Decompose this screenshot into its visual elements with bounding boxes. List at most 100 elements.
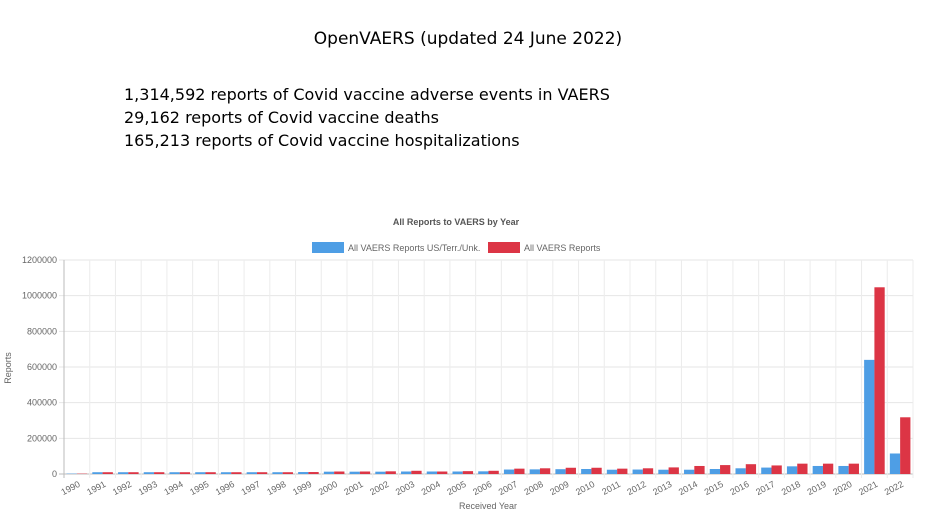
bar-all-reports-2014[interactable] [694, 465, 705, 474]
y-axis-ticks: 0 200000 400000 600000 800000 1000000 1200000 [22, 255, 57, 479]
x-axis-ticks: 1990 1991 1992 1993 1994 1995 1996 1997 1998 1999… [59, 479, 905, 497]
bar-all-reports-2010[interactable] [591, 467, 602, 474]
bar-all-reports-2011[interactable] [617, 468, 628, 474]
bar-us-terr-unk-2020[interactable] [838, 465, 849, 474]
y-tick-label: 400000 [27, 398, 57, 408]
bar-all-reports-2000[interactable] [334, 471, 345, 474]
x-tick-label: 2007 [497, 479, 519, 497]
bar-us-terr-unk-2017[interactable] [761, 467, 772, 474]
bar-all-reports-2013[interactable] [668, 467, 679, 474]
bar-us-terr-unk-2007[interactable] [503, 469, 515, 474]
legend-label-us-terr-unk[interactable]: All VAERS Reports US/Terr./Unk. [348, 243, 480, 253]
y-axis-label: Reports [3, 352, 13, 384]
vaers-bar-chart: All Reports to VAERS by Year All VAERS R… [3, 217, 914, 511]
bar-us-terr-unk-2005[interactable] [452, 471, 463, 474]
bar-all-reports-2015[interactable] [720, 465, 731, 474]
x-tick-label: 1991 [85, 479, 107, 497]
bar-us-terr-unk-2015[interactable] [709, 469, 721, 474]
bar-us-terr-unk-1999[interactable] [298, 472, 309, 474]
x-tick-label: 2003 [394, 479, 416, 497]
summary-text: 1,314,592 reports of Covid vaccine adver… [124, 83, 610, 152]
bar-us-terr-unk-2008[interactable] [529, 469, 540, 474]
bar-us-terr-unk-2009[interactable] [555, 469, 566, 474]
bar-us-terr-unk-2010[interactable] [581, 469, 592, 474]
bar-us-terr-unk-2002[interactable] [375, 471, 386, 474]
bar-us-terr-unk-1994[interactable] [169, 472, 180, 474]
bar-all-reports-2006[interactable] [488, 470, 499, 474]
x-tick-label: 2022 [883, 479, 905, 497]
x-tick-label: 2021 [857, 479, 879, 497]
bar-all-reports-2001[interactable] [359, 471, 371, 474]
bar-us-terr-unk-2018[interactable] [786, 466, 798, 474]
y-tick-label: 200000 [27, 433, 57, 443]
bar-all-reports-1993[interactable] [154, 472, 165, 474]
bar-all-reports-2016[interactable] [745, 464, 757, 474]
bar-all-reports-1995[interactable] [205, 472, 216, 474]
bar-us-terr-unk-2021[interactable] [864, 359, 875, 474]
bar-us-terr-unk-2013[interactable] [658, 469, 669, 474]
bar-all-reports-1996[interactable] [231, 472, 242, 474]
y-tick-label: 800000 [27, 326, 57, 336]
bar-all-reports-2017[interactable] [771, 465, 782, 474]
bar-all-reports-1992[interactable] [128, 472, 139, 474]
x-tick-label: 2000 [317, 479, 339, 497]
x-tick-label: 1999 [291, 479, 313, 497]
x-tick-label: 2014 [677, 479, 699, 497]
bar-all-reports-1997[interactable] [256, 472, 268, 474]
bar-us-terr-unk-1997[interactable] [246, 472, 257, 474]
legend-swatch-us-terr-unk[interactable] [312, 242, 344, 253]
legend-swatch-all-reports[interactable] [488, 242, 520, 253]
bar-all-reports-2021[interactable] [874, 287, 885, 474]
y-tick-label: 1200000 [22, 255, 57, 265]
y-tick-label: 1000000 [22, 291, 57, 301]
bar-all-reports-2008[interactable] [539, 468, 551, 474]
bar-us-terr-unk-2022[interactable] [889, 453, 901, 474]
bar-all-reports-2012[interactable] [642, 468, 654, 474]
x-tick-label: 1995 [188, 479, 210, 497]
bar-all-reports-2009[interactable] [565, 467, 576, 474]
bar-us-terr-unk-2000[interactable] [323, 471, 335, 474]
bar-all-reports-1999[interactable] [308, 472, 319, 474]
bar-us-terr-unk-2006[interactable] [478, 471, 489, 474]
bar-us-terr-unk-2011[interactable] [606, 469, 618, 474]
bar-us-terr-unk-1991[interactable] [92, 472, 103, 474]
bar-us-terr-unk-1993[interactable] [143, 472, 155, 474]
x-tick-label: 1992 [111, 479, 133, 497]
x-tick-label: 1990 [59, 479, 81, 497]
x-tick-label: 1994 [162, 479, 184, 497]
chart-legend[interactable]: All VAERS Reports US/Terr./Unk. All VAER… [312, 242, 601, 253]
bar-us-terr-unk-2012[interactable] [632, 469, 643, 474]
bar-us-terr-unk-1992[interactable] [118, 472, 129, 474]
x-tick-label: 2017 [754, 479, 776, 497]
bar-all-reports-1998[interactable] [282, 472, 293, 474]
chart-bars [66, 287, 911, 474]
bar-us-terr-unk-2001[interactable] [349, 471, 360, 474]
chart-title: All Reports to VAERS by Year [393, 217, 520, 227]
x-axis-label: Received Year [459, 501, 517, 511]
bar-us-terr-unk-2014[interactable] [684, 469, 695, 474]
bar-all-reports-2022[interactable] [900, 417, 911, 474]
bar-all-reports-2005[interactable] [462, 471, 474, 474]
legend-label-all-reports[interactable]: All VAERS Reports [524, 243, 601, 253]
bar-us-terr-unk-1998[interactable] [272, 472, 283, 474]
bar-all-reports-2007[interactable] [514, 468, 525, 474]
bar-us-terr-unk-2004[interactable] [426, 471, 438, 474]
x-tick-label: 2016 [728, 479, 750, 497]
bar-all-reports-2003[interactable] [411, 470, 422, 474]
x-tick-label: 1996 [214, 479, 236, 497]
bar-all-reports-2020[interactable] [848, 463, 859, 474]
bar-us-terr-unk-2019[interactable] [812, 465, 823, 474]
bar-all-reports-1994[interactable] [179, 472, 191, 474]
bar-all-reports-1991[interactable] [102, 472, 113, 474]
bar-us-terr-unk-2003[interactable] [401, 471, 412, 474]
slide-title: OpenVAERS (updated 24 June 2022) [313, 29, 623, 49]
summary-line-adverse-events: 1,314,592 reports of Covid vaccine adver… [124, 85, 610, 104]
x-tick-label: 2008 [523, 479, 545, 497]
bar-all-reports-2002[interactable] [385, 471, 396, 474]
bar-all-reports-2018[interactable] [797, 463, 808, 474]
bar-us-terr-unk-1995[interactable] [195, 472, 206, 474]
bar-us-terr-unk-1996[interactable] [220, 472, 232, 474]
bar-all-reports-2004[interactable] [437, 471, 448, 474]
bar-us-terr-unk-2016[interactable] [735, 468, 746, 474]
bar-all-reports-2019[interactable] [822, 463, 834, 474]
